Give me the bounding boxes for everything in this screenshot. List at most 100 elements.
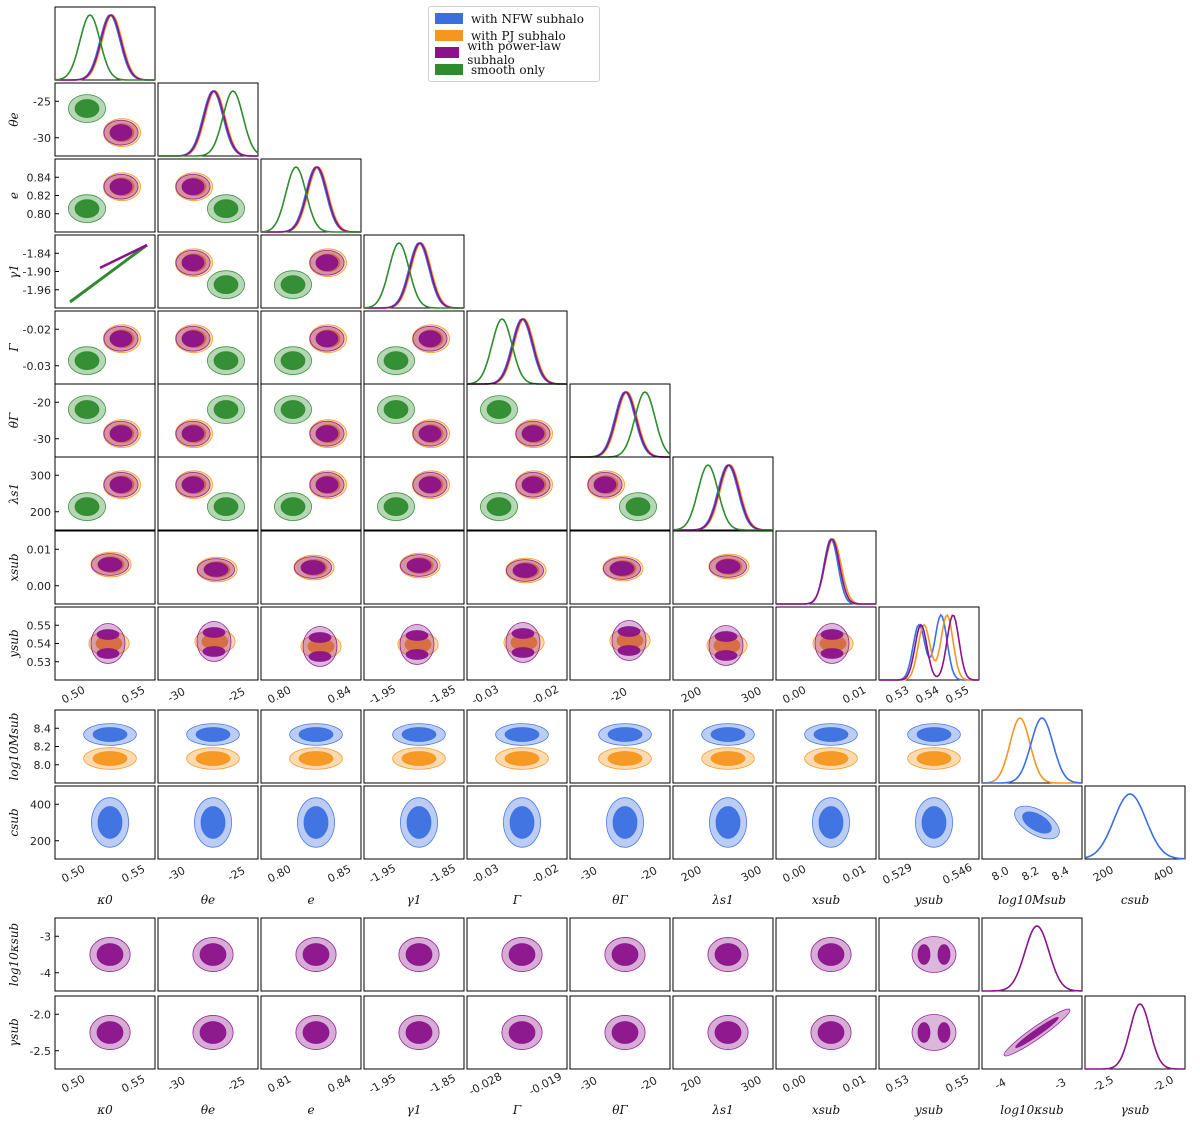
pl-panel-1-1-inner (199, 1021, 227, 1044)
pl-panel-0-3 (363, 917, 465, 992)
diag-0-pl (55, 14, 155, 81)
block2-col-7-xaxis-tick-0: 0.00 (780, 862, 808, 885)
nfw-panel-0-0 (54, 709, 156, 784)
panel-6-3-smooth-inner (383, 497, 409, 517)
nfw-row-0-yaxis-tick-1: 8.2 (34, 741, 52, 754)
nfw-panel-0-2-nfw-inner (298, 727, 334, 742)
block3-col-4-xaxis-tick-1: -0.019 (527, 1070, 564, 1098)
block3-col-10-xaxis-tick-0: -2.5 (1091, 1073, 1116, 1095)
panel-8-5-pl-lower (617, 645, 641, 656)
block3-col-3-xaxis-tick-0: -1.95 (367, 1071, 398, 1096)
row-2-yaxis-tick-1: 0.82 (27, 190, 52, 203)
block2-col-6-xlabel: λs1 (711, 893, 733, 907)
block3-col-3-xaxis-tick-1: -1.85 (427, 1071, 458, 1096)
pl-panel-1-0 (54, 995, 156, 1070)
block3-col-6-xlabel: λs1 (711, 1103, 733, 1117)
block2-col-3-xaxis-tick-1: -1.85 (427, 861, 458, 886)
panel-7-3 (363, 530, 465, 605)
block1-col-7-xaxis-tick-0: 0.00 (780, 683, 808, 706)
block1-col-5-xaxis-tick-0: -20 (607, 685, 629, 705)
pl-panel-1-8-left (917, 1022, 931, 1043)
panel-8-3-pl-lower (405, 649, 429, 660)
panel-8-3 (363, 606, 465, 681)
panel-3-3 (363, 234, 465, 309)
block2-col-10-xaxis-tick-0: 200 (1091, 863, 1116, 884)
legend-label-nfw: with NFW subhalo (471, 11, 584, 26)
block3-col-9-xlabel: log10κsub (1000, 1103, 1063, 1117)
block2-col-4-xaxis-tick-1: -0.02 (530, 861, 561, 886)
legend-item-nfw: with NFW subhalo (435, 10, 593, 27)
pl-panel-0-0-inner (96, 943, 124, 966)
panel-5-0-smooth-inner (74, 400, 100, 419)
panel-8-2 (260, 606, 362, 681)
panel-5-2 (260, 383, 362, 458)
block1-col-1-xaxis-tick-1: -25 (225, 685, 247, 705)
block2-col-6-xaxis-tick-0: 200 (679, 863, 704, 884)
block2-col-2-xlabel: e (307, 893, 314, 907)
panel-8-0-pl-outer (90, 623, 126, 664)
nfw-panel-0-6-pj-inner (710, 751, 746, 766)
block1-col-8-xaxis-tick-1: 0.54 (913, 683, 941, 706)
nfw-row-1-ylabel: csub (7, 808, 21, 836)
pl-panel-0-0 (54, 917, 156, 992)
panel-8-1-pl-outer (196, 621, 232, 662)
block3-col-0-xlabel: κ0 (96, 1103, 113, 1117)
row-6-yaxis-tick-1: 300 (30, 469, 51, 482)
diag-0-smooth (54, 14, 155, 81)
block1-col-7-xaxis-tick-1: 0.01 (840, 683, 868, 706)
nfw-panel-0-5 (569, 709, 671, 784)
panel-8-1-pl-lower (202, 646, 226, 657)
nfw-panel-1-8 (878, 785, 980, 860)
nfw-panel-0-9 (981, 709, 1083, 784)
panel-5-0-pl-inner (109, 425, 133, 443)
panel-4-1-smooth-inner (213, 351, 239, 371)
row-2-yaxis-tick-2: 0.84 (27, 171, 52, 184)
row-6-ylabel: λs1 (7, 483, 21, 505)
block2-col-10-xaxis-tick-1: 400 (1151, 863, 1176, 884)
panel-8-6-pl-lower (714, 650, 738, 661)
block2-col-3-xaxis-tick-0: -1.95 (367, 861, 398, 886)
pl-panel-1-6 (672, 995, 774, 1070)
pl-panel-1-8-outer (911, 1014, 957, 1051)
pl-panel-1-8 (878, 995, 980, 1070)
block1-col-6-xaxis-tick-0: 200 (679, 684, 704, 705)
panel-6-2-smooth-inner (280, 497, 306, 517)
pl-row-0-yaxis-tick-0: -4 (40, 967, 51, 980)
nfw-panel-0-3-nfw-inner (401, 727, 437, 742)
panel-1-0 (54, 82, 156, 157)
panel-4-0-smooth-inner (74, 351, 100, 371)
legend-label-power-law: with power-law subhalo (467, 38, 562, 67)
pl-row-0-yaxis-tick-1: -3 (40, 930, 51, 943)
block2-col-3-xlabel: γ1 (407, 893, 422, 907)
panel-8-4 (466, 606, 568, 681)
nfw-panel-0-0-pj-inner (92, 751, 128, 766)
block3-col-6-xaxis-tick-1: 300 (739, 1073, 764, 1094)
block1-col-2-xaxis-tick-0: 0.80 (265, 683, 293, 706)
diag-5-pl (570, 391, 670, 458)
row-8-yaxis-tick-0: 0.53 (27, 656, 52, 669)
nfw-row-0-yaxis-tick-0: 8.0 (34, 759, 52, 772)
legend-item-smooth: smooth only (435, 61, 593, 78)
nfw-panel-0-4 (466, 709, 568, 784)
panel-7-2-pl-inner (300, 560, 326, 575)
panel-2-1-smooth-inner (213, 199, 239, 219)
nfw-panel-1-10 (1084, 785, 1186, 860)
block2-col-8-xaxis-tick-0: 0.529 (880, 861, 914, 887)
panel-4-3-smooth-inner (383, 351, 409, 371)
panel-6-3 (363, 456, 465, 531)
diag-7-pl (776, 538, 876, 605)
panel-7-0-pl-inner (97, 557, 123, 572)
panel-7-4-pl-inner (512, 563, 538, 578)
block3-col-1-xaxis-tick-1: -25 (225, 1074, 247, 1094)
block2-col-1-xaxis-tick-1: -25 (225, 864, 247, 884)
nfw-panel-1-3 (363, 785, 465, 860)
block3-col-0-xaxis-tick-0: 0.50 (59, 1072, 87, 1095)
block2-col-8-xaxis-tick-1: 0.546 (940, 861, 974, 887)
diag-6-pl (673, 464, 773, 531)
panel-7-5 (569, 530, 671, 605)
pl-panel-1-1 (157, 995, 259, 1070)
panel-6-6 (672, 456, 774, 531)
panel-4-3-pl-inner (418, 330, 442, 348)
panel-5-4 (466, 383, 568, 458)
row-2-yaxis-tick-0: 0.80 (27, 208, 52, 221)
